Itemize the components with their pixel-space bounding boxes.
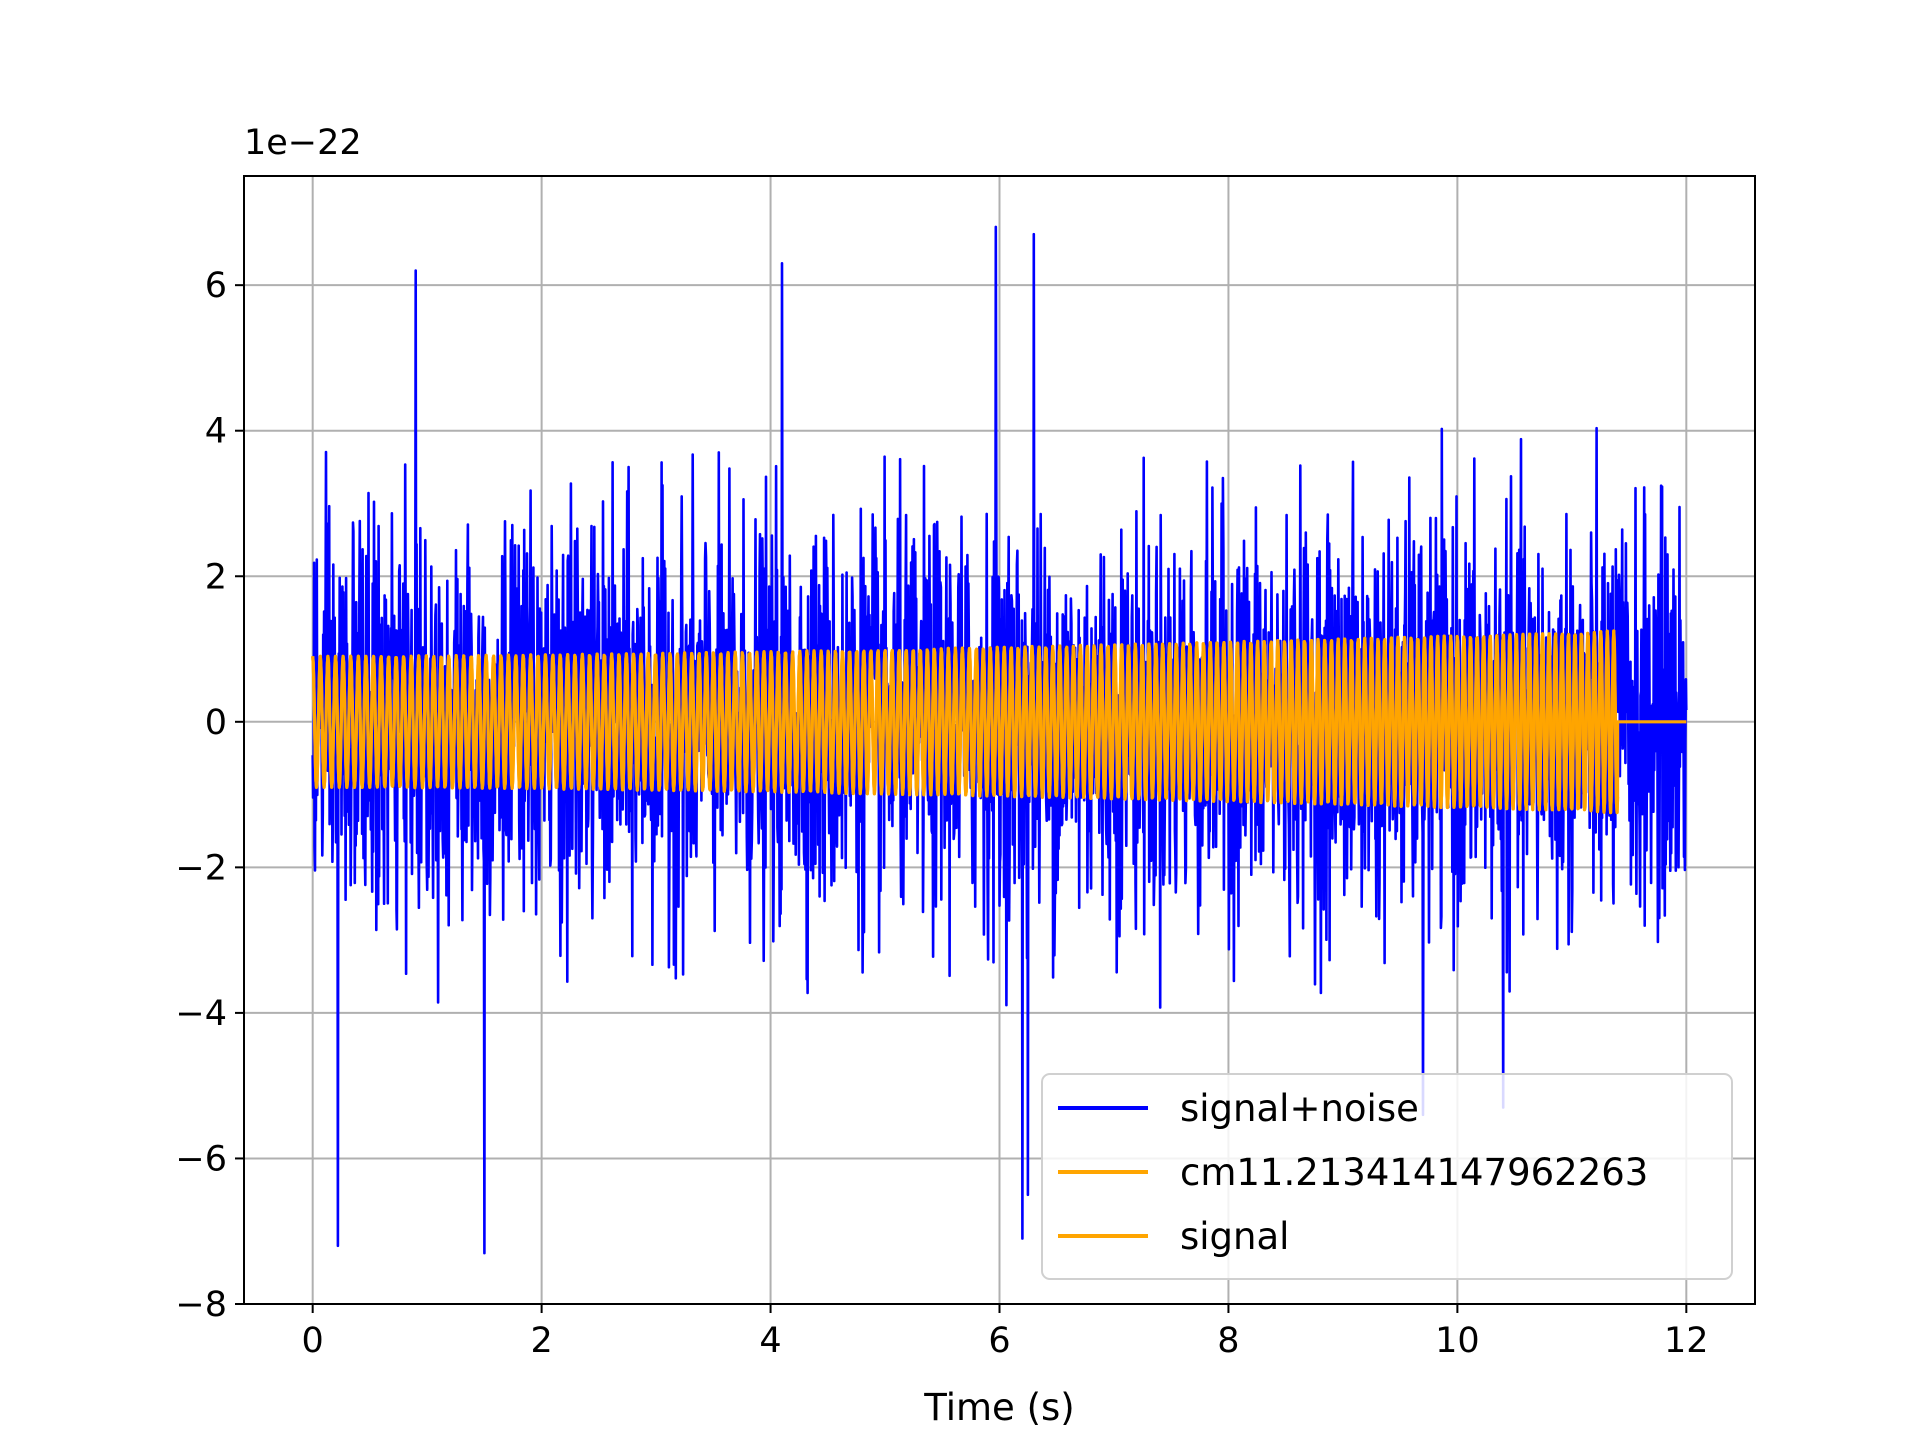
series-line-cm	[311, 629, 1620, 815]
y-tick-label: 0	[205, 703, 227, 743]
legend-entry-label: signal	[1180, 1215, 1289, 1258]
x-tick-label: 0	[302, 1321, 324, 1361]
y-tick-label: −6	[175, 1139, 227, 1179]
series-layer	[311, 225, 1688, 1255]
x-axis-label: Time (s)	[923, 1386, 1074, 1429]
x-tick-label: 6	[988, 1321, 1010, 1361]
y-tick-label: 4	[205, 412, 227, 452]
x-tick-label: 4	[759, 1321, 781, 1361]
legend-entry-label: signal+noise	[1180, 1087, 1419, 1130]
y-tick-label: −2	[175, 848, 227, 888]
x-tick-label: 12	[1664, 1321, 1709, 1361]
y-tick-label: −4	[175, 994, 227, 1034]
x-tick-label: 8	[1217, 1321, 1239, 1361]
legend: signal+noise cm11.213414147962263 signal	[1041, 1073, 1733, 1280]
y-tick-label: −8	[175, 1285, 227, 1325]
y-tick-label: 6	[205, 266, 227, 306]
x-tick-label: 10	[1435, 1321, 1480, 1361]
legend-entry-label: cm11.213414147962263	[1180, 1151, 1648, 1194]
legend-box	[1041, 1073, 1733, 1280]
x-axis: 0 2 4 6 8 10 12	[302, 1304, 1709, 1361]
y-axis: −8 −6 −4 −2 0 2 4 6	[175, 266, 244, 1325]
y-tick-label: 2	[205, 557, 227, 597]
x-tick-label: 2	[530, 1321, 552, 1361]
y-offset-label: 1e−22	[244, 123, 362, 163]
